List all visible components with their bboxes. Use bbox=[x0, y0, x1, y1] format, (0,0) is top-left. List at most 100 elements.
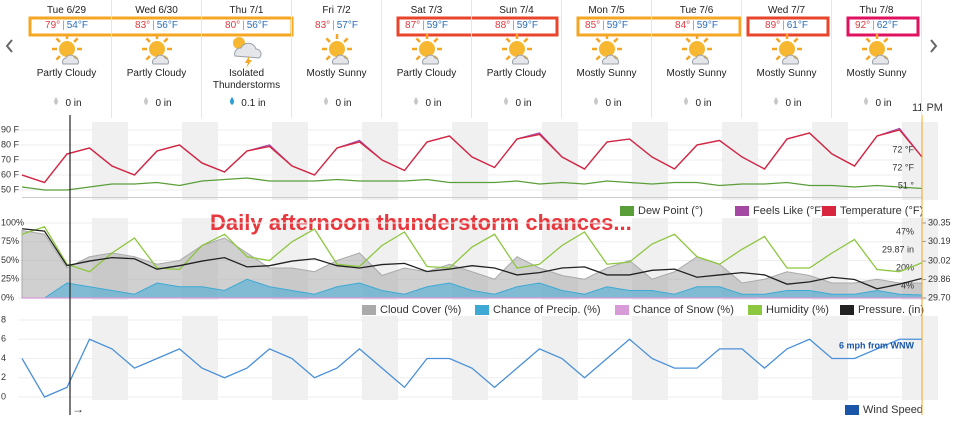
cloud bbox=[781, 54, 799, 65]
cloud bbox=[233, 42, 261, 59]
annotation: Daily afternoon thunderstorm chances... bbox=[210, 210, 632, 235]
high-temp: 83° bbox=[135, 20, 151, 31]
weather-icon bbox=[321, 34, 352, 65]
day-card: Tue 7/6 84° | 59°F Mostly Sunny 0 in bbox=[652, 0, 742, 118]
drop-icon bbox=[54, 97, 59, 105]
cloud bbox=[511, 54, 529, 65]
cloud bbox=[421, 54, 439, 65]
drop bbox=[684, 97, 689, 105]
day-label: Wed 6/30 bbox=[135, 5, 178, 16]
cloud bbox=[61, 54, 79, 65]
sun bbox=[148, 41, 165, 57]
day-label: Tue 7/6 bbox=[679, 5, 714, 16]
condition: Partly Cloudy bbox=[486, 68, 547, 79]
night-band bbox=[812, 122, 848, 200]
precip: 0.1 in bbox=[202, 96, 291, 109]
low-temp: 61°F bbox=[786, 20, 808, 31]
drop bbox=[864, 97, 869, 105]
day-label: Thu 7/8 bbox=[859, 5, 894, 16]
separator: | bbox=[872, 20, 875, 31]
sun-ray bbox=[685, 37, 691, 43]
next-arrow[interactable] bbox=[930, 39, 938, 53]
sun bbox=[778, 41, 795, 57]
condition: Partly Cloudy bbox=[126, 68, 187, 79]
sun-ray bbox=[702, 37, 708, 43]
day-card: Wed 6/30 83° | 56°F Partly Cloudy 0 in bbox=[112, 0, 202, 118]
drop bbox=[774, 97, 779, 105]
legend-label: Dew Point (°) bbox=[638, 205, 703, 217]
night-band bbox=[632, 122, 668, 200]
sun-ray bbox=[612, 37, 618, 43]
high-temp: 83° bbox=[315, 20, 331, 31]
separator: | bbox=[62, 20, 65, 31]
drop bbox=[504, 97, 509, 105]
drop-icon bbox=[504, 97, 509, 105]
end-label: 20% bbox=[896, 262, 914, 272]
precip: 0 in bbox=[382, 96, 471, 109]
legend-swatch bbox=[475, 305, 489, 315]
line bbox=[21, 338, 922, 398]
sun-ray bbox=[72, 37, 78, 43]
separator: | bbox=[422, 20, 425, 31]
legend-label: Wind Speed bbox=[863, 404, 923, 416]
y2-tick-label: 30.35 bbox=[928, 217, 951, 227]
y-tick-label: 25% bbox=[1, 274, 19, 284]
day-label: Sat 7/3 bbox=[410, 5, 443, 16]
sun-ray bbox=[685, 55, 691, 61]
sun-ray bbox=[415, 37, 421, 43]
sun-ray bbox=[342, 37, 348, 43]
separator: | bbox=[782, 20, 785, 31]
prev-arrow[interactable] bbox=[5, 39, 13, 53]
day-label: Tue 6/29 bbox=[46, 5, 87, 16]
precip-amount: 0 in bbox=[335, 98, 352, 109]
separator: | bbox=[602, 20, 605, 31]
sun-ray bbox=[865, 37, 871, 43]
legend-label: Temperature (°F) bbox=[840, 205, 923, 217]
y-tick-label: 70 F bbox=[1, 154, 20, 164]
weather-icon bbox=[861, 34, 892, 65]
highlight-box bbox=[746, 16, 830, 37]
drop bbox=[144, 97, 149, 105]
precip: 0 in bbox=[652, 96, 741, 109]
y-tick-label: 100% bbox=[1, 217, 24, 227]
sun-ray bbox=[145, 55, 151, 61]
drop bbox=[54, 97, 59, 105]
day-card: Fri 7/2 83° | 57°F Mostly Sunny 0 in bbox=[292, 0, 382, 118]
temps: 85° | 59°F bbox=[562, 20, 651, 34]
condition: Mostly Sunny bbox=[306, 68, 367, 79]
drop-icon bbox=[684, 97, 689, 105]
drop bbox=[414, 97, 419, 105]
precip-amount: 0 in bbox=[875, 98, 892, 109]
separator: | bbox=[692, 20, 695, 31]
end-label: 6 mph from WNW bbox=[839, 340, 914, 350]
legend-swatch bbox=[840, 305, 854, 315]
sun bbox=[418, 41, 435, 57]
sun-ray bbox=[325, 37, 331, 43]
drop-icon bbox=[864, 97, 869, 105]
weather-icon bbox=[232, 37, 261, 68]
day-card: Sat 7/3 87° | 59°F Partly Cloudy 0 in bbox=[382, 0, 472, 118]
y2-tick-label: 30.19 bbox=[928, 236, 951, 246]
high-temp: 84° bbox=[675, 20, 691, 31]
weather-icon bbox=[591, 34, 622, 65]
sun-ray bbox=[522, 37, 528, 43]
night-band bbox=[542, 122, 578, 200]
day-label: Mon 7/5 bbox=[588, 5, 625, 16]
day-card: Thu 7/1 80° | 56°F Isolated Thunderstorms 0.1… bbox=[202, 0, 292, 118]
weather-icon bbox=[141, 34, 172, 65]
weather-icon bbox=[411, 34, 442, 65]
area bbox=[22, 278, 923, 299]
end-label: 72 °F bbox=[892, 144, 914, 154]
legend-label: Feels Like (°F) bbox=[753, 205, 825, 217]
sun-ray bbox=[55, 37, 61, 43]
condition: Partly Cloudy bbox=[36, 68, 97, 79]
separator: | bbox=[152, 20, 155, 31]
y-tick-label: 50 F bbox=[1, 184, 20, 194]
drop-icon bbox=[230, 97, 235, 105]
separator: | bbox=[512, 20, 515, 31]
temps: 92° | 62°F bbox=[832, 20, 921, 34]
sun-ray bbox=[415, 55, 421, 61]
end-label: 29.87 in bbox=[882, 244, 914, 254]
y-tick-label: 8 bbox=[1, 314, 6, 324]
end-label: 51 ° bbox=[898, 180, 915, 190]
